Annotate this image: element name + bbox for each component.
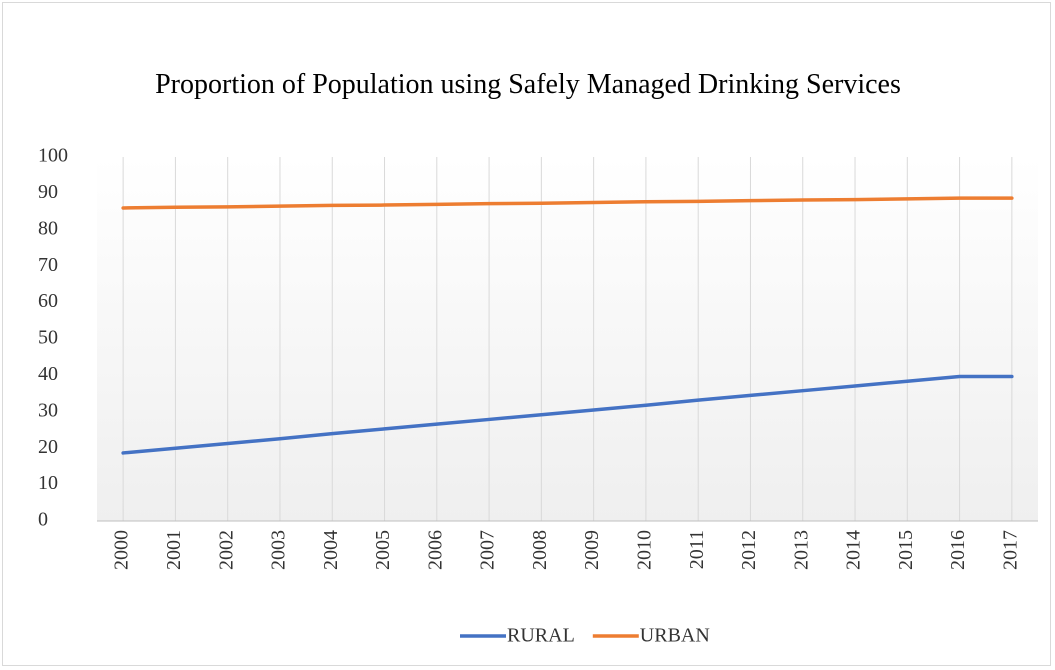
chart-title: Proportion of Population using Safely Ma… xyxy=(155,69,901,100)
y-tick-label: 20 xyxy=(38,436,58,458)
legend-label: URBAN xyxy=(640,625,710,647)
x-tick-label: 2009 xyxy=(581,530,603,570)
x-tick-label: 2003 xyxy=(268,530,290,570)
line-series xyxy=(121,196,1014,210)
y-tick-label: 10 xyxy=(38,472,58,494)
x-tick-label: 2006 xyxy=(424,530,446,570)
plot-area xyxy=(97,157,1038,521)
x-tick-label: 2007 xyxy=(477,530,499,570)
legend-label: RURAL xyxy=(507,625,575,647)
y-tick-label: 60 xyxy=(38,290,58,312)
x-tick-label: 2005 xyxy=(372,530,394,570)
y-tick-label: 40 xyxy=(38,363,58,385)
x-tick-label: 2000 xyxy=(111,530,133,570)
x-tick-label: 2010 xyxy=(634,530,656,570)
x-tick-label: 2016 xyxy=(947,530,969,570)
x-tick-label: 2017 xyxy=(999,530,1021,570)
y-tick-label: 0 xyxy=(38,509,48,531)
y-tick-label: 80 xyxy=(38,217,58,239)
y-tick-label: 50 xyxy=(38,327,58,349)
x-tick-label: 2015 xyxy=(895,530,917,570)
x-tick-label: 2002 xyxy=(215,530,237,570)
x-tick-label: 2013 xyxy=(790,530,812,570)
x-tick-label: 2008 xyxy=(529,530,551,570)
x-tick-label: 2012 xyxy=(738,530,760,570)
x-tick-label: 2004 xyxy=(320,530,342,570)
x-tick-label: 2001 xyxy=(163,530,185,570)
x-tick-label: 2014 xyxy=(843,530,865,570)
x-tick-label: 2011 xyxy=(686,530,708,569)
y-tick-label: 70 xyxy=(38,254,58,276)
y-tick-label: 100 xyxy=(38,145,68,167)
y-tick-label: 90 xyxy=(38,181,58,203)
line-series xyxy=(121,374,1014,455)
y-tick-label: 30 xyxy=(38,399,58,421)
